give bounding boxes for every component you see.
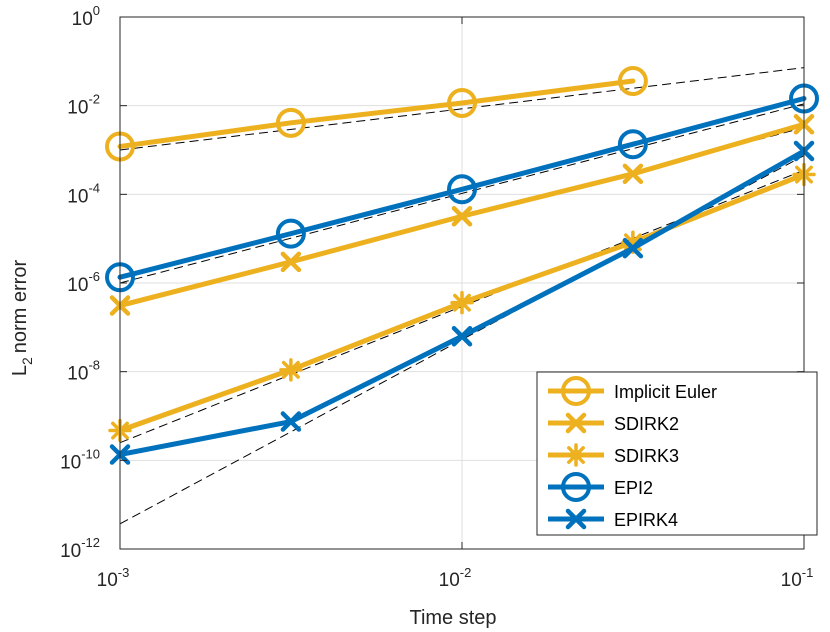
y-tick-base: 10 [67,364,88,385]
y-tick-base: 10 [72,9,93,30]
x-tick-exponent: -2 [460,565,472,580]
series-line-implicit-euler [117,78,636,149]
circle-marker [447,174,477,205]
data-point [621,230,645,255]
y-tick-label: 10-6 [67,269,100,296]
y-tick-exponent: -6 [88,269,100,284]
y-tick-label: 100 [72,3,100,30]
reference-line-order-2 [119,103,805,284]
y-tick-label: 10-4 [67,180,100,207]
series-line-epi2 [117,96,807,280]
data-point [622,237,644,259]
y-axis-label-subscript: 2 [19,357,35,365]
data-point [447,87,477,118]
x-marker [565,412,587,434]
star-marker [621,230,645,255]
y-tick-exponent: -2 [88,92,100,107]
legend-items: Implicit Euler SDIRK2 SDIRK3 EPI2 EPIRK4 [548,376,717,530]
y-tick-base: 10 [60,452,81,473]
y-tick-label: 10-12 [60,535,100,562]
x-marker [622,237,644,259]
x-tick-base: 10 [781,570,802,591]
x-tick-label: 10-2 [439,565,472,591]
circle-marker [561,472,591,502]
x-tick-label: 10-1 [781,565,814,591]
x-tick-exponent: -1 [802,565,814,580]
y-axis-label-prefix: L [9,365,31,376]
data-point [275,107,306,138]
x-marker [451,206,473,227]
y-tick-label: 10-8 [67,358,100,385]
x-axis-label: Time step [409,607,496,629]
y-tick-exponent: -4 [88,180,100,195]
data-point [450,290,474,315]
star-marker [564,443,588,467]
series-epirk4 [109,140,815,465]
legend-item-epirk4: EPIRK4 [548,508,678,530]
legend-item-sdirk3: SDIRK3 [548,443,679,467]
legend-item-epi2: EPI2 [548,472,653,502]
x-marker [565,508,587,530]
y-tick-base: 10 [60,541,81,562]
circle-marker [561,376,591,406]
reference-line-order-1 [119,67,805,151]
x-marker [280,411,302,432]
y-tick-exponent: 0 [93,3,100,18]
x-marker [280,251,302,273]
legend: Implicit Euler SDIRK2 SDIRK3 EPI2 EPIRK4 [536,371,818,536]
data-point [622,163,644,185]
data-point [279,358,303,382]
circle-marker [447,87,477,118]
data-point [275,218,306,249]
data-point [617,66,648,97]
data-point [280,411,302,432]
circle-marker [617,129,648,160]
legend-label: EPI2 [614,478,653,498]
x-tick-base: 10 [439,570,460,591]
y-tick-label: 10-2 [67,92,100,119]
y-axis-label: L2 norm error [9,260,35,377]
circle-marker [617,66,648,97]
circle-marker [275,107,306,138]
x-tick-label: 10-3 [97,565,130,591]
legend-label: SDIRK2 [614,414,679,434]
data-point [617,129,648,160]
y-tick-label: 10-10 [60,446,100,473]
star-marker [450,290,474,315]
x-tick-exponent: -3 [118,565,130,580]
x-tick-labels: 10-3 10-2 10-1 [97,565,814,591]
legend-label: Implicit Euler [614,382,717,402]
data-point [280,251,302,273]
data-point [451,325,473,347]
legend-item-sdirk2: SDIRK2 [548,412,679,434]
circle-marker [275,218,306,249]
y-tick-base: 10 [67,275,88,296]
x-marker [622,163,644,185]
y-tick-exponent: -8 [88,358,100,373]
x-tick-base: 10 [97,570,118,591]
legend-label: EPIRK4 [614,510,678,530]
data-point [451,206,473,227]
y-tick-exponent: -10 [81,446,100,461]
y-tick-exponent: -12 [81,535,100,550]
y-tick-base: 10 [67,186,88,207]
y-tick-base: 10 [67,98,88,119]
x-marker [451,325,473,347]
star-marker [279,358,303,382]
legend-label: SDIRK3 [614,446,679,466]
data-point [447,174,477,205]
y-axis-label-text: norm error [9,260,31,354]
legend-item-implicit-euler: Implicit Euler [548,376,717,406]
